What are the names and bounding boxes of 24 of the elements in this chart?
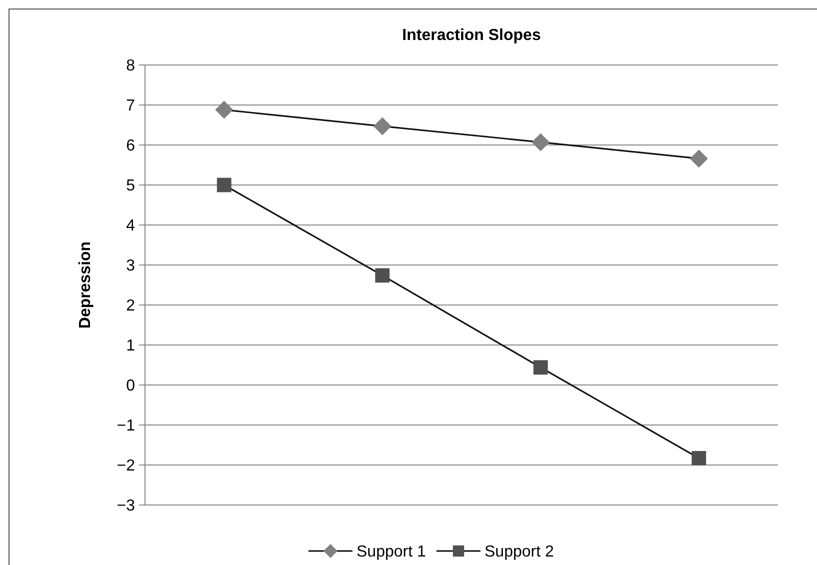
y-tick-label: 1 — [126, 338, 136, 355]
y-tick-label: −1 — [116, 418, 136, 435]
y-tick-label: −2 — [116, 458, 136, 475]
point — [692, 451, 706, 466]
point — [373, 117, 392, 136]
point — [690, 150, 708, 168]
y-tick-label: 5 — [126, 178, 136, 195]
y-tick-label: 3 — [126, 258, 136, 275]
y-tick-label: 0 — [126, 378, 136, 395]
y-axis-title: Depression — [77, 241, 94, 329]
y-tick-label: 8 — [126, 58, 136, 75]
point — [533, 360, 548, 375]
chart-title: Interaction Slopes — [402, 27, 541, 44]
y-tick-label: −3 — [116, 498, 136, 515]
point — [215, 100, 234, 119]
point — [375, 268, 390, 283]
y-tick-label: 2 — [126, 298, 136, 315]
point — [532, 133, 550, 152]
y-tick-label: 6 — [126, 138, 136, 155]
point — [216, 178, 232, 192]
legend-label: Support 1 — [356, 544, 426, 561]
y-tick-label: 7 — [126, 98, 136, 115]
y-tick-label: 4 — [126, 218, 136, 235]
legend-label: Support 2 — [484, 544, 554, 561]
